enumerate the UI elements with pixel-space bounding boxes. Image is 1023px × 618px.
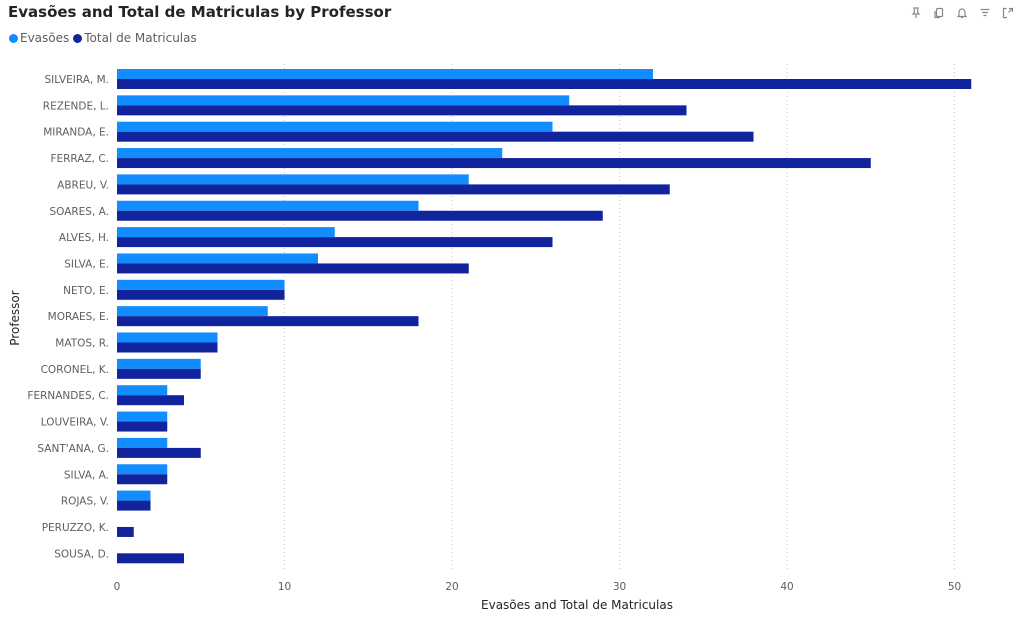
- bar-total-matriculas: [117, 421, 168, 432]
- bar-evasoes: [117, 253, 318, 264]
- bar-total-matriculas: [117, 342, 218, 353]
- y-category-label: ALVES, H.: [59, 232, 109, 244]
- y-category-label: NETO, E.: [63, 285, 109, 297]
- y-category-label: MIRANDA, E.: [43, 127, 109, 139]
- y-category-label: MATOS, R.: [55, 338, 109, 350]
- bar-evasoes: [117, 279, 285, 290]
- filter-icon[interactable]: [978, 6, 992, 20]
- legend-label-evasoes: Evasões: [20, 31, 70, 45]
- bar-total-matriculas: [117, 158, 871, 169]
- y-category-label: FERRAZ, C.: [50, 153, 109, 165]
- x-tick-label: 30: [613, 581, 626, 593]
- bar-total-matriculas: [117, 526, 134, 537]
- y-category-label: FERNANDES, C.: [27, 390, 109, 402]
- bar-evasoes: [117, 174, 469, 185]
- visual-header-toolbar: [900, 6, 1015, 20]
- legend-label-total: Total de Matriculas: [84, 31, 197, 45]
- legend-marker-evasoes: [9, 33, 18, 43]
- y-category-label: SANT'ANA, G.: [37, 443, 109, 455]
- bar-evasoes: [117, 121, 553, 132]
- bar-total-matriculas: [117, 474, 168, 485]
- bar-evasoes: [117, 227, 335, 238]
- bar-total-matriculas: [117, 368, 201, 379]
- bar-evasoes: [117, 490, 151, 501]
- bar-total-matriculas: [117, 553, 184, 564]
- x-axis-title: Evasões and Total de Matriculas: [481, 598, 673, 612]
- x-tick-label: 40: [780, 581, 793, 593]
- bar-evasoes: [117, 332, 218, 343]
- bar-evasoes: [117, 358, 201, 369]
- bar-total-matriculas: [117, 79, 972, 89]
- x-tick-label: 20: [445, 581, 458, 593]
- x-tick-label: 50: [948, 581, 961, 593]
- bar-evasoes: [117, 411, 168, 422]
- chart-title: Evasões and Total de Matriculas by Profe…: [8, 3, 392, 21]
- bell-icon[interactable]: [955, 6, 969, 20]
- bar-evasoes: [117, 464, 168, 475]
- y-axis-title: Professor: [8, 290, 22, 345]
- bar-evasoes: [117, 200, 419, 211]
- legend-item-evasoes[interactable]: Evasões: [9, 31, 69, 45]
- y-category-label: SILVA, E.: [64, 258, 109, 270]
- bar-evasoes: [117, 95, 570, 106]
- bar-total-matriculas: [117, 263, 469, 274]
- bar-evasoes: [117, 385, 168, 396]
- bar-total-matriculas: [117, 289, 285, 300]
- x-tick-label: 0: [114, 581, 121, 593]
- bar-total-matriculas: [117, 237, 553, 248]
- y-category-label: SOARES, A.: [49, 206, 109, 218]
- y-category-label: PERUZZO, K.: [42, 522, 109, 534]
- bar-total-matriculas: [117, 447, 201, 458]
- bar-total-matriculas: [117, 184, 670, 195]
- bar-total-matriculas: [117, 316, 419, 327]
- bar-evasoes: [117, 148, 503, 159]
- focus-mode-icon[interactable]: [1001, 6, 1015, 20]
- y-category-label: LOUVEIRA, V.: [41, 417, 109, 429]
- y-category-label: CORONEL, K.: [41, 364, 109, 376]
- x-tick-label: 10: [278, 581, 291, 593]
- pin-icon[interactable]: [909, 6, 923, 20]
- legend: Evasões Total de Matriculas: [9, 31, 201, 45]
- bar-total-matriculas: [117, 395, 184, 406]
- legend-marker-total: [73, 33, 83, 43]
- bar-evasoes: [117, 306, 268, 317]
- y-category-label: SOUSA, D.: [54, 548, 109, 560]
- bar-total-matriculas: [117, 105, 687, 116]
- bar-evasoes: [117, 69, 653, 79]
- bar-total-matriculas: [117, 210, 603, 221]
- copy-icon[interactable]: [932, 6, 946, 20]
- y-category-label: SILVEIRA, M.: [45, 74, 110, 86]
- y-category-label: SILVA, A.: [64, 469, 109, 481]
- y-category-label: REZENDE, L.: [43, 100, 109, 112]
- bar-total-matriculas: [117, 500, 151, 511]
- y-category-label: MORAES, E.: [48, 311, 109, 323]
- bar-evasoes: [117, 437, 168, 448]
- y-category-label: ABREU, V.: [57, 179, 109, 191]
- y-category-label: ROJAS, V.: [61, 496, 109, 508]
- legend-item-total[interactable]: Total de Matriculas: [73, 31, 197, 45]
- bar-total-matriculas: [117, 131, 754, 142]
